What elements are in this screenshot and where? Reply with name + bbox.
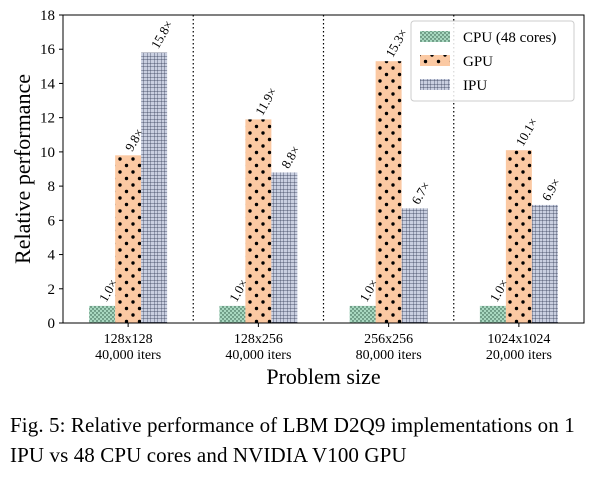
x-tick-label: 128x256: [234, 332, 283, 347]
y-tick-label: 14: [40, 76, 56, 92]
y-tick-label: 0: [48, 316, 56, 332]
y-tick-label: 16: [40, 42, 56, 58]
plot-frame: [62, 14, 585, 324]
bar-cpu: [219, 305, 246, 323]
y-tick-label: 18: [40, 8, 55, 24]
legend-label: GPU: [463, 54, 493, 70]
x-tick-sublabel: 80,000 iters: [356, 348, 422, 363]
legend-swatch: [420, 55, 450, 66]
bar-cpu: [89, 305, 116, 323]
bar-ipu: [141, 52, 168, 324]
data-label: 6.9×: [538, 176, 563, 204]
bar-ipu: [271, 172, 298, 323]
y-tick-label: 6: [48, 213, 56, 229]
x-tick-sublabel: 40,000 iters: [225, 348, 291, 363]
legend-swatch: [420, 31, 450, 42]
legend: CPU (48 cores) GPU IPU: [410, 20, 575, 102]
data-label: 15.8×: [148, 18, 176, 52]
bar-cpu: [349, 305, 376, 323]
legend-label: IPU: [463, 78, 487, 94]
bar-ipu: [401, 208, 428, 323]
x-axis-label: Problem size: [266, 364, 380, 389]
x-tick-sublabel: 40,000 iters: [95, 348, 161, 363]
y-axis-label: Relative performance: [10, 74, 35, 264]
bars: [89, 52, 558, 324]
bar-cpu: [479, 305, 506, 323]
bar-ipu: [531, 204, 558, 323]
y-tick-label: 12: [40, 111, 55, 127]
group-separators: [192, 15, 455, 323]
y-tick-label: 8: [48, 179, 56, 195]
x-tick-label: 1024x1024: [487, 332, 550, 347]
legend-label: CPU (48 cores): [463, 30, 556, 46]
bar-gpu: [375, 61, 402, 323]
y-tick-label: 10: [40, 145, 55, 161]
y-tick-label: 4: [48, 248, 56, 264]
bar-gpu: [245, 119, 272, 323]
x-tick-label: 256x256: [364, 332, 413, 347]
x-tick-label: 128x128: [104, 332, 153, 347]
data-label: 10.1×: [512, 115, 540, 149]
figure-caption: Fig. 5: Relative performance of LBM D2Q9…: [10, 413, 575, 467]
bar-chart: 1.0×9.8×15.8×1.0×11.9×8.8×1.0×15.3×6.7×1…: [10, 8, 585, 389]
y-tick-label: 2: [48, 282, 56, 298]
legend-box: [410, 20, 575, 102]
bar-gpu: [115, 155, 142, 323]
data-label: 8.8×: [278, 143, 303, 171]
x-tick-sublabel: 20,000 iters: [486, 348, 552, 363]
bar-gpu: [505, 150, 532, 323]
data-label: 15.3×: [382, 26, 410, 60]
data-label: 6.7×: [408, 179, 433, 207]
data-label: 11.9×: [252, 85, 280, 118]
legend-swatch: [420, 79, 450, 90]
